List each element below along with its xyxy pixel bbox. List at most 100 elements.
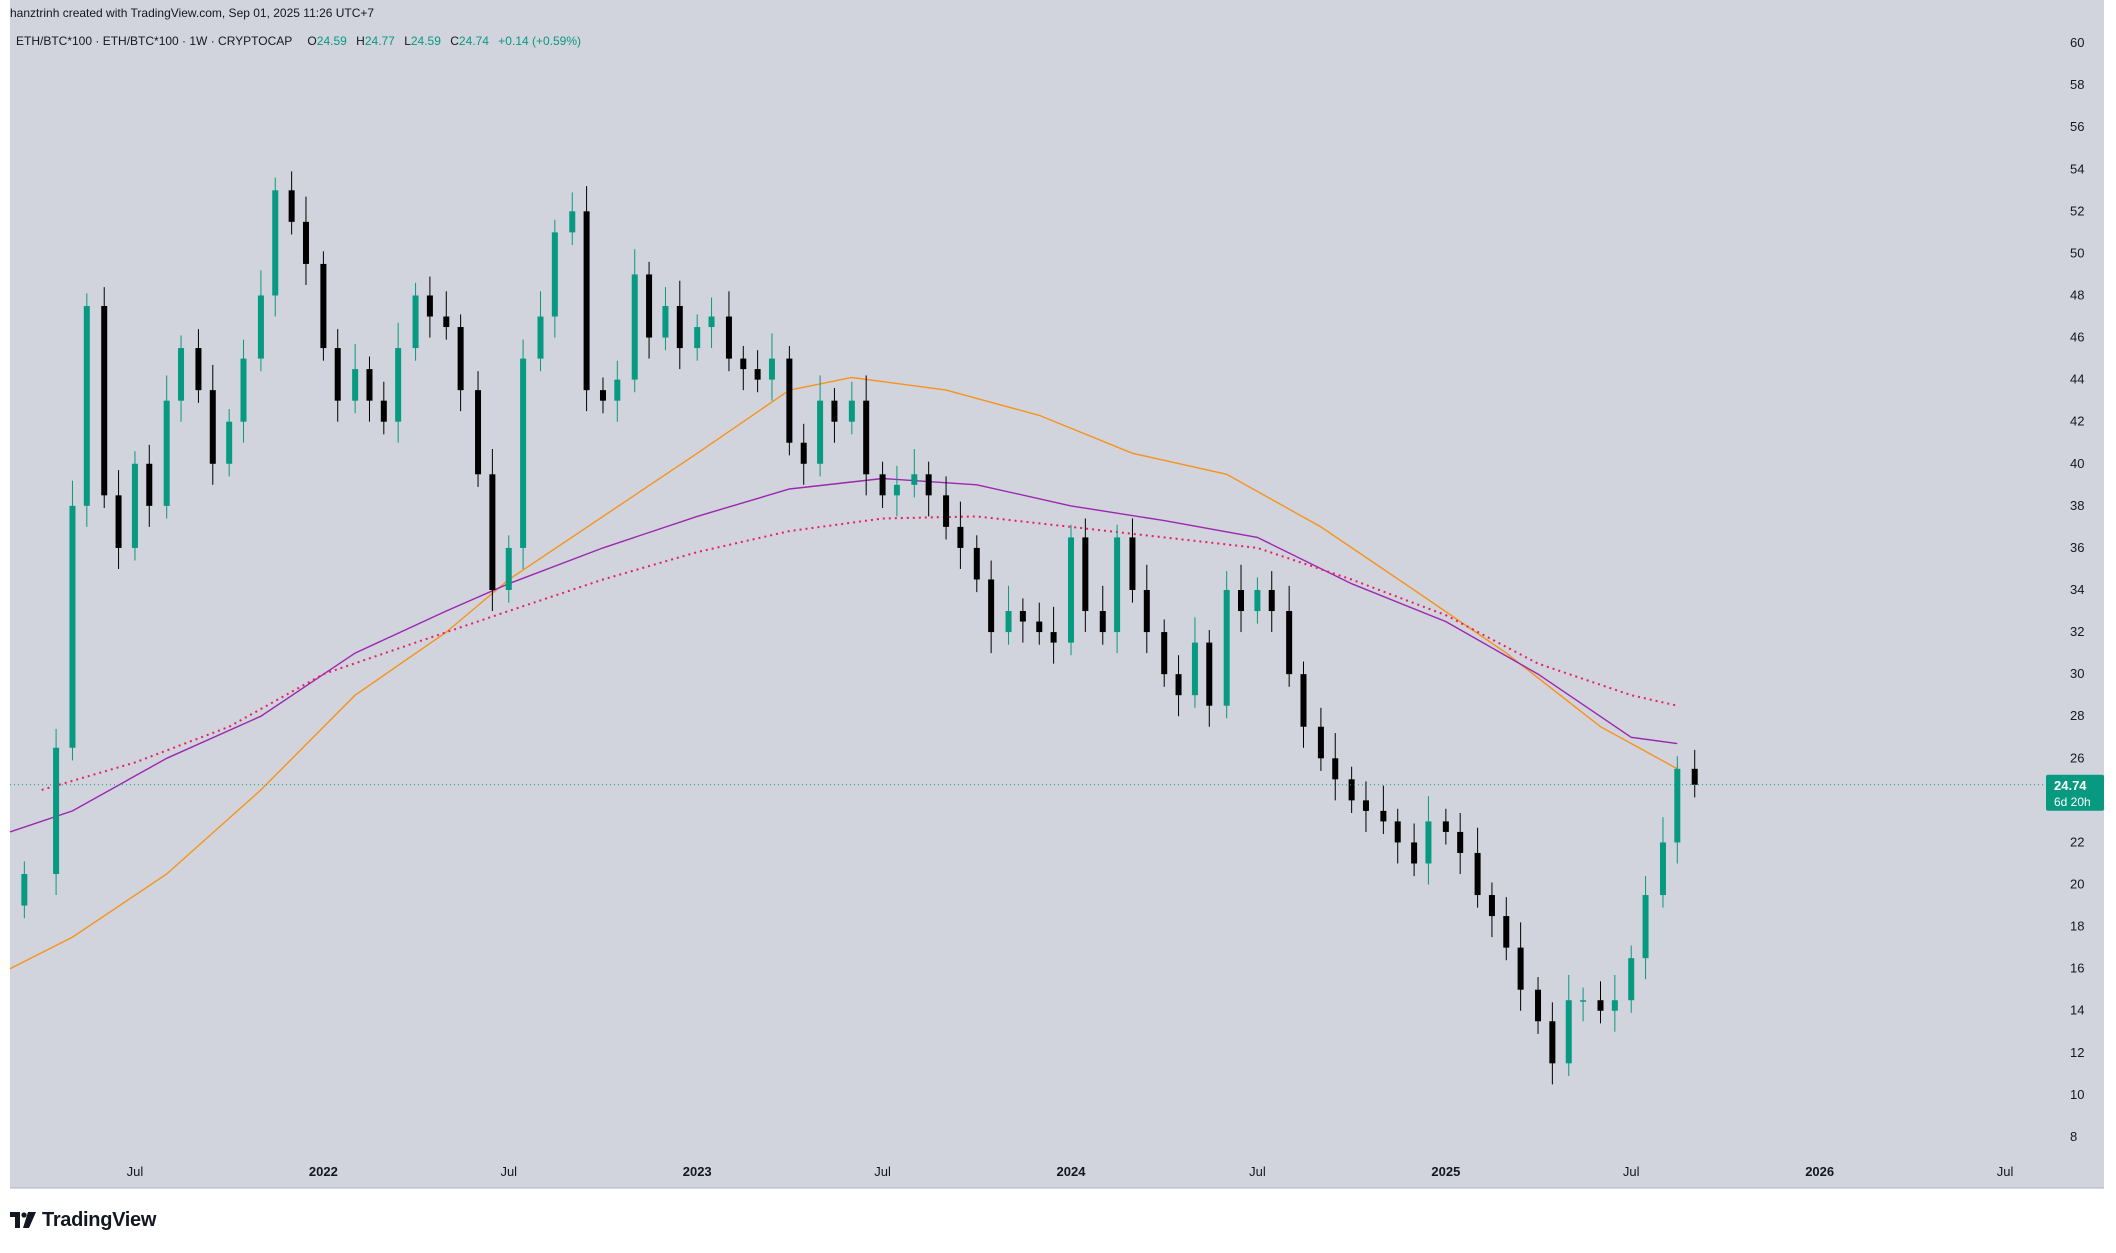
y-tick-label: 52 [2070, 203, 2084, 218]
candle-body [1503, 916, 1510, 948]
candle-body [925, 474, 932, 496]
candle [925, 461, 932, 517]
candle [520, 339, 527, 569]
candle [209, 364, 216, 485]
y-tick-label: 16 [2070, 961, 2084, 976]
candle-body [879, 474, 886, 496]
candle [1223, 571, 1230, 719]
close-value: 24.74 [458, 34, 489, 48]
candle-body [395, 348, 402, 422]
candle-body [1161, 632, 1168, 675]
candle-body [988, 579, 995, 633]
candle [725, 291, 732, 372]
candle-body [1597, 1000, 1604, 1011]
candle [320, 251, 327, 361]
candle-body [1050, 632, 1057, 643]
y-tick-label: 38 [2070, 498, 2084, 513]
candle-body [1425, 821, 1432, 864]
candle-body [848, 400, 855, 422]
y-axis[interactable]: 60 58 56 54 52 50 48 46 44 42 40 38 36 34 32 30 28 26 22 20… [2070, 35, 2084, 1144]
candle [352, 343, 359, 414]
attribution: hanztrinh created with TradingView.com, … [10, 6, 375, 20]
candle [288, 171, 295, 235]
y-tick-label: 60 [2070, 35, 2084, 50]
candle [646, 261, 653, 359]
candle-body [1206, 642, 1213, 706]
candle [163, 375, 170, 519]
candle-body [1191, 642, 1198, 696]
candle [334, 329, 341, 422]
candle-body [334, 348, 341, 401]
symbol-name[interactable]: ETH/BTC*100 · ETH/BTC*100 · 1W · CRYPTOC… [16, 34, 293, 48]
candle [1348, 766, 1355, 813]
candle [569, 192, 576, 245]
y-tick-label: 8 [2070, 1129, 2077, 1144]
candle-body [583, 211, 590, 391]
x-tick-label: Jul [1623, 1164, 1640, 1179]
symbol-legend[interactable]: ETH/BTC*100 · ETH/BTC*100 · 1W · CRYPTOC… [16, 34, 581, 48]
candle [53, 728, 60, 896]
candle-body [1317, 726, 1324, 759]
candle [1580, 987, 1587, 1022]
candle-body [768, 358, 775, 380]
candle-body [131, 463, 138, 548]
y-tick-label: 34 [2070, 582, 2084, 597]
candle [879, 461, 886, 508]
candle [1129, 518, 1136, 603]
tradingview-logo[interactable]: TradingView [10, 1205, 156, 1235]
candle-body [1005, 611, 1012, 633]
moving-averages [9, 376, 1678, 970]
candle-body [599, 390, 606, 401]
candle [1175, 655, 1182, 717]
candle-body [1691, 768, 1698, 785]
candle [1549, 1002, 1556, 1085]
candle-body [1474, 852, 1481, 896]
y-tick-label: 48 [2070, 287, 2084, 302]
candle-body [83, 306, 90, 506]
candle-body [366, 369, 373, 401]
candle [943, 476, 950, 540]
ma-line-1 [9, 376, 1678, 970]
y-tick-label: 36 [2070, 540, 2084, 555]
y-tick-label: 30 [2070, 666, 2084, 681]
change-value: +0.14 (+0.59%) [498, 34, 582, 48]
candle [195, 329, 202, 403]
candle [101, 287, 108, 508]
candle [694, 314, 701, 361]
candle-body [1068, 537, 1075, 643]
candle-body [1082, 537, 1089, 612]
candle-body [178, 348, 185, 401]
candle [973, 535, 980, 593]
candle-body [21, 874, 28, 906]
candle-body [1223, 590, 1230, 706]
candle [1068, 524, 1075, 656]
candle [1474, 827, 1481, 908]
candle-body [943, 495, 950, 527]
candle [1300, 661, 1307, 748]
candle-body [505, 547, 512, 590]
y-tick-label: 32 [2070, 624, 2084, 639]
candle-body [863, 400, 870, 475]
candle [1394, 808, 1401, 864]
high-label: H [356, 34, 365, 48]
candle-body [614, 379, 621, 401]
candle-body [1535, 989, 1542, 1022]
candle-body [1362, 800, 1369, 811]
candle-body [1642, 895, 1649, 959]
candle-body [412, 295, 419, 349]
candle-body [708, 316, 715, 328]
candle-body [457, 327, 464, 391]
candle-body [957, 526, 964, 548]
candle [21, 861, 28, 919]
candle [83, 293, 90, 527]
candle [1659, 817, 1666, 908]
candle-body [320, 263, 327, 349]
candle-body [240, 358, 247, 422]
candle-body [146, 463, 153, 506]
x-axis[interactable]: Jul 2022 Jul 2023 Jul 2024 Jul 2025 Jul 2026 Jul [127, 1164, 2014, 1179]
candle-body [1019, 611, 1026, 622]
candle-body [380, 400, 387, 422]
candle [1238, 564, 1245, 633]
candle-body [800, 442, 807, 464]
